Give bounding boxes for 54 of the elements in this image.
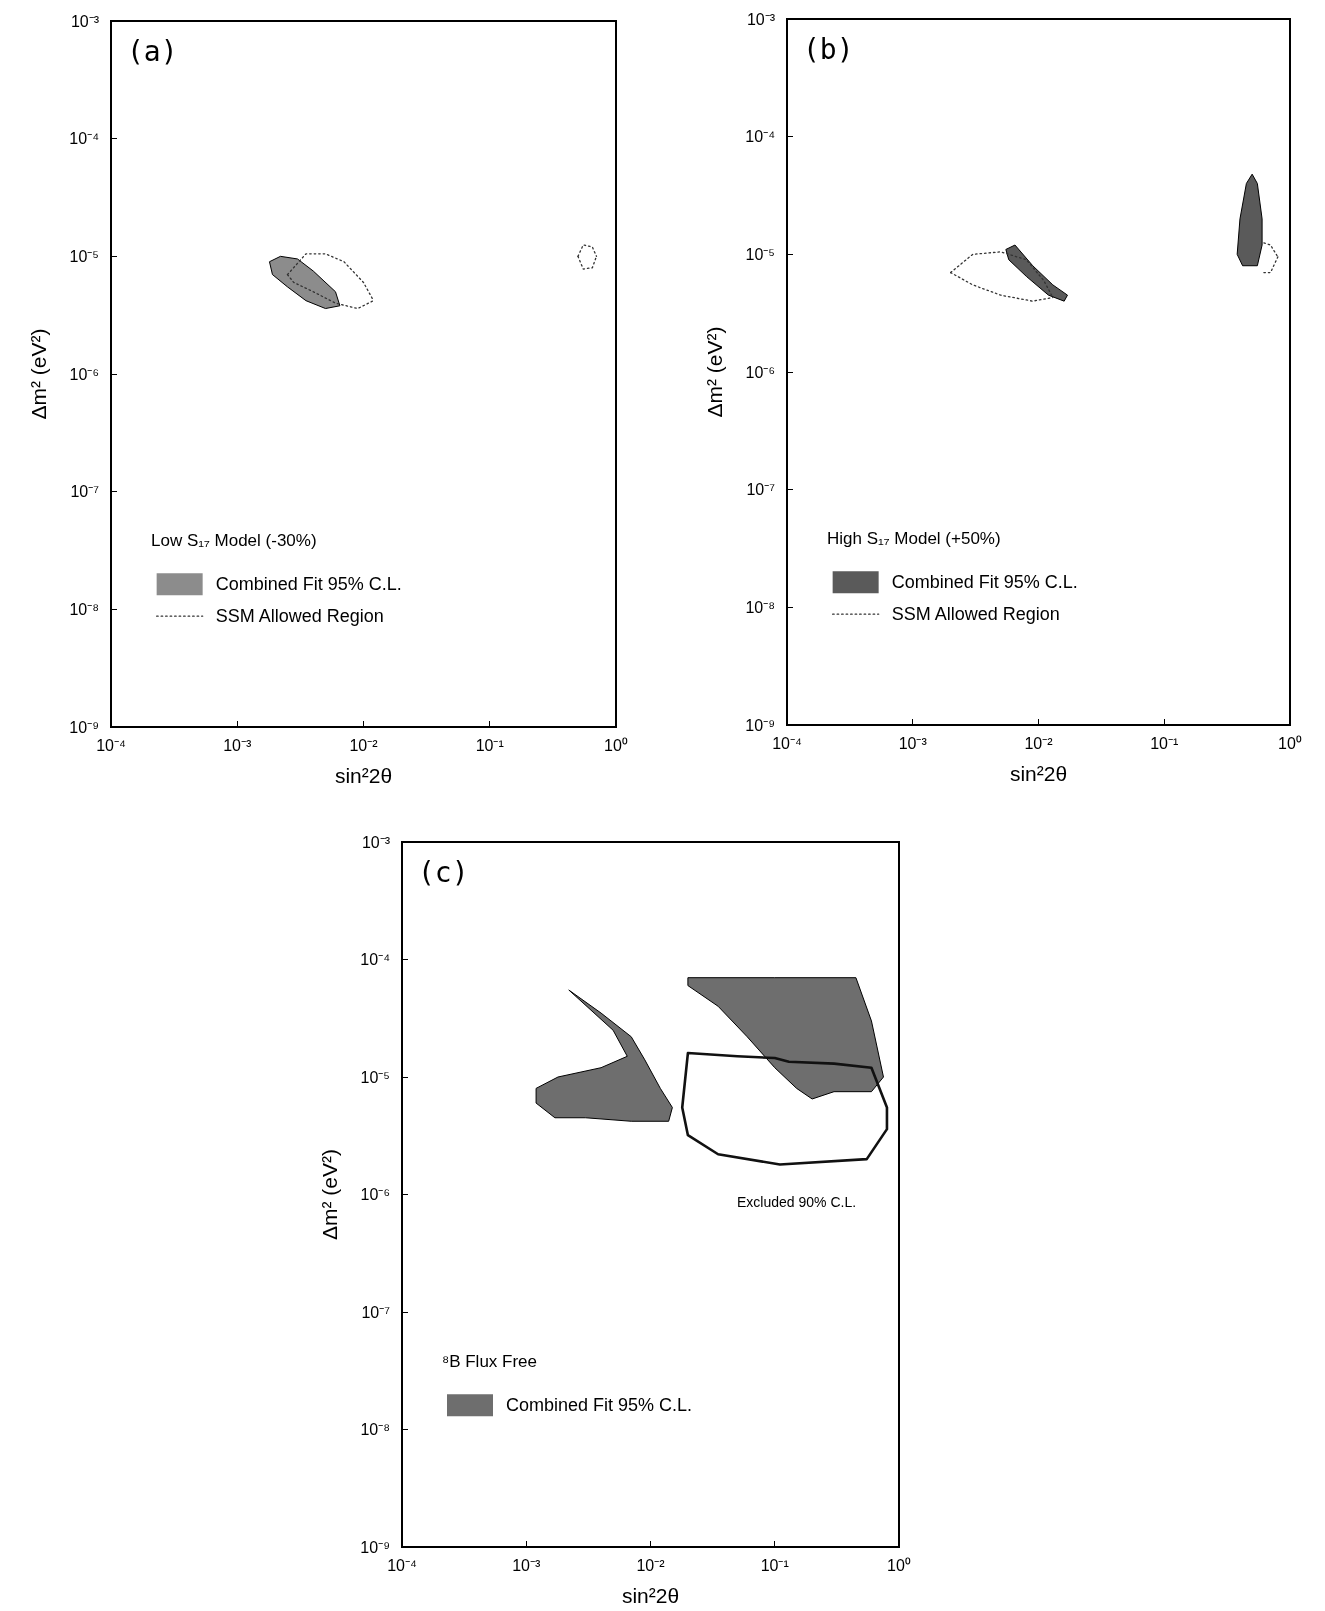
y-tick-label: 10⁻⁷: [746, 481, 776, 499]
legend-title: ⁸B Flux Free: [442, 1352, 538, 1372]
x-tick-label: 10⁻¹: [1150, 734, 1179, 752]
y-tick-label: 10⁻⁹: [69, 718, 99, 736]
x-tick-label: 10⁰: [604, 736, 628, 754]
annotation: (a): [127, 34, 178, 68]
x-tick-label: 10⁻³: [898, 734, 928, 752]
legend-title: Low S₁₇ Model (-30%): [151, 531, 317, 551]
legend-label: SSM Allowed Region: [215, 606, 384, 627]
x-tick-label: 10⁻¹: [475, 736, 504, 754]
y-tick-label: 10⁻⁵: [69, 247, 99, 265]
legend-label: Combined Fit 95% C.L.: [891, 572, 1078, 593]
legend-label: Combined Fit 95% C.L.: [215, 574, 402, 595]
x-tick-label: 10⁻⁴: [772, 734, 802, 752]
y-tick-label: 10⁻⁴: [745, 128, 776, 146]
y-tick-label: 10⁻⁹: [745, 716, 775, 734]
x-tick-label: 10⁻²: [349, 736, 379, 754]
x-tick-label: 10⁻³: [223, 736, 252, 754]
y-tick-label: 10⁻⁷: [70, 483, 100, 501]
y-tick-label: 10⁻⁶: [69, 365, 99, 383]
y-tick-label: 10⁻⁴: [69, 130, 100, 148]
y-tick-label: 10⁻⁵: [745, 245, 775, 263]
y-tick-label: 10⁻⁸: [69, 600, 99, 618]
legend-label: Combined Fit 95% C.L.: [506, 1395, 693, 1416]
x-tick-label: 10⁻²: [636, 1556, 666, 1574]
y-tick-label: 10⁻³: [70, 12, 100, 30]
y-tick-label: 10⁻⁸: [745, 598, 775, 616]
x-tick-label: 10⁻³: [512, 1556, 541, 1574]
y-tick-label: 10⁻⁹: [360, 1538, 390, 1556]
annotation: (b): [803, 32, 854, 66]
x-axis-title: sin²2θ: [621, 1584, 680, 1607]
y-tick-label: 10⁻³: [746, 10, 776, 28]
y-tick-label: 10⁻⁴: [360, 951, 391, 968]
y-tick-label: 10⁻⁵: [360, 1068, 390, 1086]
y-tick-label: 10⁻⁷: [361, 1303, 391, 1321]
x-axis-title: sin²2θ: [334, 764, 393, 787]
annotation: (c): [418, 855, 469, 889]
x-tick-label: 10⁻¹: [760, 1556, 789, 1574]
annotation: Excluded 90% C.L.: [737, 1194, 857, 1210]
y-tick-label: 10⁻⁶: [360, 1186, 390, 1203]
x-axis-title: sin²2θ: [1009, 762, 1068, 785]
legend-label: SSM Allowed Region: [891, 604, 1060, 625]
x-tick-label: 10⁻⁴: [96, 736, 126, 754]
x-tick-label: 10⁰: [887, 1556, 911, 1574]
y-tick-label: 10⁻⁸: [360, 1421, 390, 1438]
y-tick-label: 10⁻⁶: [745, 363, 775, 381]
y-axis-title: Δm² (eV²): [318, 1148, 341, 1241]
x-tick-label: 10⁻²: [1024, 734, 1054, 752]
x-tick-label: 10⁰: [1278, 734, 1302, 752]
y-tick-label: 10⁻³: [361, 833, 391, 851]
y-axis-title: Δm² (eV²): [703, 326, 726, 418]
x-tick-label: 10⁻⁴: [387, 1556, 417, 1574]
y-axis-title: Δm² (eV²): [27, 328, 50, 420]
legend-title: High S₁₇ Model (+50%): [827, 529, 1001, 549]
